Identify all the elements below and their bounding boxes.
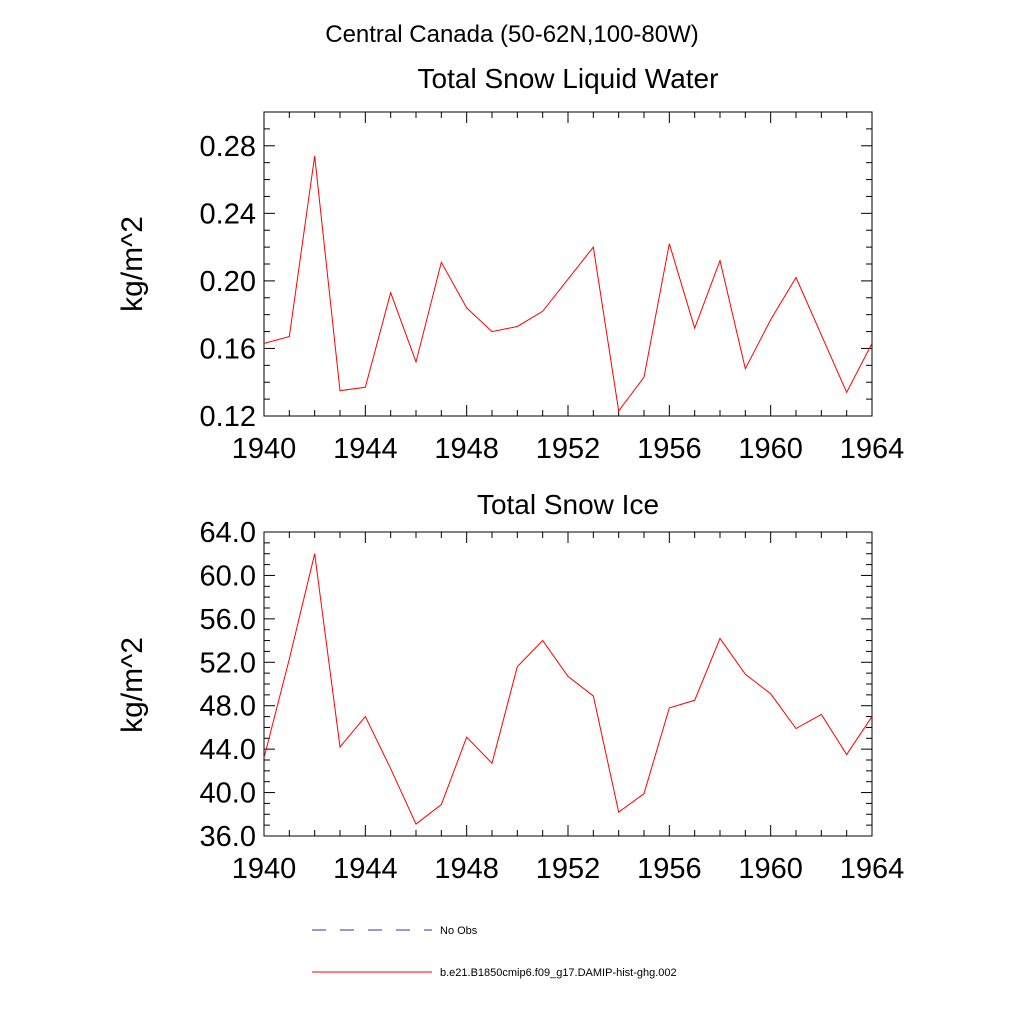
y-tick-label: 44.0 <box>200 734 256 766</box>
figure-title: Central Canada (50-62N,100-80W) <box>325 21 699 48</box>
x-tick-label: 1948 <box>434 853 499 885</box>
legend: No Obs b.e21.B1850cmip6.f09_g17.DAMIP-hi… <box>312 925 677 979</box>
axis-tick-labels: 1940 1944 1948 1952 1956 1960 1964 0.12 0.16 0.20… <box>200 131 905 465</box>
x-tick-label: 1952 <box>536 433 601 465</box>
y-tick-label: 0.28 <box>200 131 256 163</box>
y-tick-label: 36.0 <box>200 821 256 853</box>
x-tick-label: 1940 <box>232 853 297 885</box>
legend-label: No Obs <box>440 925 478 937</box>
y-tick-label: 60.0 <box>200 560 256 592</box>
panel-title: Total Snow Liquid Water <box>418 63 719 94</box>
series-line <box>263 155 873 413</box>
x-tick-label: 1944 <box>333 853 398 885</box>
y-axis-label: kg/m^2 <box>116 216 149 312</box>
y-tick-label: 52.0 <box>200 647 256 679</box>
x-tick-label: 1956 <box>637 433 702 465</box>
plot-frame <box>263 111 873 417</box>
y-tick-label: 48.0 <box>200 691 256 723</box>
x-tick-label: 1964 <box>840 433 905 465</box>
y-axis-label: kg/m^2 <box>116 637 149 733</box>
plot-frame <box>263 531 873 837</box>
panel-snow-ice: Total Snow Ice kg/m^2 1940 1944 1948 1952 19… <box>116 489 904 885</box>
axis-ticks <box>263 531 873 837</box>
panel-title: Total Snow Ice <box>477 489 659 520</box>
x-tick-label: 1948 <box>434 433 499 465</box>
axis-tick-labels: 1940 1944 1948 1952 1956 1960 1964 36.0 40.0 44.0… <box>200 517 905 885</box>
x-tick-label: 1956 <box>637 853 702 885</box>
y-tick-label: 64.0 <box>200 517 256 549</box>
y-tick-label: 0.20 <box>200 266 256 298</box>
y-tick-label: 56.0 <box>200 604 256 636</box>
x-tick-label: 1964 <box>840 853 905 885</box>
legend-item-model: b.e21.B1850cmip6.f09_g17.DAMIP-hist-ghg.… <box>312 967 677 979</box>
panel-snow-liquid-water: Total Snow Liquid Water kg/m^2 1940 1944 1… <box>116 63 904 465</box>
x-tick-label: 1960 <box>738 433 803 465</box>
series-lines <box>263 553 873 825</box>
legend-item-obs: No Obs <box>312 925 478 937</box>
axis-ticks <box>263 111 873 417</box>
x-tick-label: 1944 <box>333 433 398 465</box>
y-tick-label: 0.12 <box>200 401 256 433</box>
legend-label: b.e21.B1850cmip6.f09_g17.DAMIP-hist-ghg.… <box>440 967 677 979</box>
series-line <box>263 553 873 825</box>
x-tick-label: 1952 <box>536 853 601 885</box>
y-tick-label: 0.16 <box>200 333 256 365</box>
y-tick-label: 40.0 <box>200 778 256 810</box>
y-tick-label: 0.24 <box>200 198 256 230</box>
x-tick-label: 1940 <box>232 433 297 465</box>
series-lines <box>263 155 873 413</box>
x-tick-label: 1960 <box>738 853 803 885</box>
